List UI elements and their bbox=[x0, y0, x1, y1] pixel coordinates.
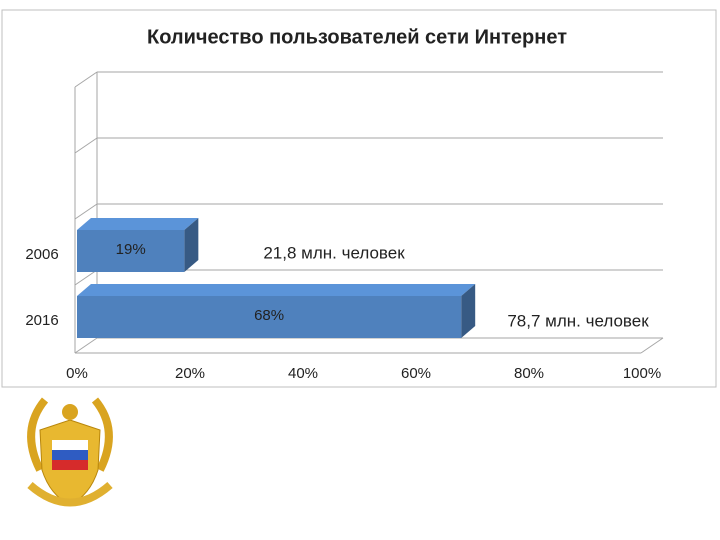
bar-side bbox=[184, 218, 199, 272]
value-label: 68% bbox=[254, 307, 284, 324]
bar bbox=[77, 296, 462, 338]
x-tick-label: 20% bbox=[175, 365, 205, 382]
annotation: 21,8 млн. человек bbox=[263, 243, 405, 262]
bar bbox=[77, 230, 185, 272]
bar-top bbox=[77, 284, 476, 296]
x-tick-label: 40% bbox=[288, 365, 318, 382]
y-tick-label: 2016 bbox=[25, 312, 58, 329]
y-tick-label: 2006 bbox=[25, 246, 58, 263]
x-tick-label: 0% bbox=[66, 365, 88, 382]
x-tick-label: 100% bbox=[623, 365, 661, 382]
value-label: 19% bbox=[116, 241, 146, 258]
chart-title: Количество пользователей сети Интернет bbox=[147, 26, 567, 48]
bar-top bbox=[77, 218, 199, 230]
bar-side bbox=[461, 284, 476, 338]
emblem bbox=[27, 397, 113, 507]
annotation: 78,7 млн. человек bbox=[507, 311, 649, 330]
x-tick-label: 80% bbox=[514, 365, 544, 382]
x-tick-label: 60% bbox=[401, 365, 431, 382]
